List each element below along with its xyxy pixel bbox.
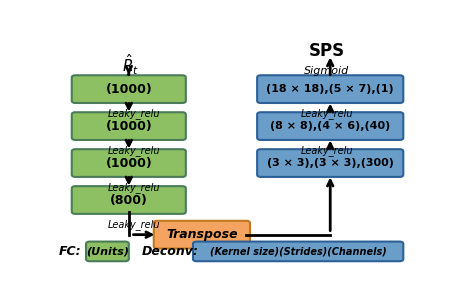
Text: FC:: FC: xyxy=(59,245,81,258)
Text: (8 × 8),(4 × 6),(40): (8 × 8),(4 × 6),(40) xyxy=(269,121,390,131)
Text: (3 × 3),(3 × 3),(300): (3 × 3),(3 × 3),(300) xyxy=(266,158,393,168)
Text: (Kernel size)(Strides)(Channels): (Kernel size)(Strides)(Channels) xyxy=(209,246,386,256)
FancyBboxPatch shape xyxy=(86,242,129,261)
Text: Deconv:: Deconv: xyxy=(141,245,198,258)
Text: Leaky_relu: Leaky_relu xyxy=(300,145,352,156)
FancyBboxPatch shape xyxy=(72,149,185,177)
FancyBboxPatch shape xyxy=(257,75,403,103)
Text: (1000): (1000) xyxy=(105,157,152,169)
FancyBboxPatch shape xyxy=(257,149,403,177)
Text: SPS: SPS xyxy=(308,42,344,60)
FancyBboxPatch shape xyxy=(72,75,185,103)
Text: (1000): (1000) xyxy=(105,120,152,133)
Text: Transpose: Transpose xyxy=(166,228,237,241)
Text: $\hat{R}_t$: $\hat{R}_t$ xyxy=(122,52,139,77)
Text: (800): (800) xyxy=(110,194,147,206)
Text: (18 × 18),(5 × 7),(1): (18 × 18),(5 × 7),(1) xyxy=(266,84,393,94)
FancyBboxPatch shape xyxy=(72,186,185,214)
FancyBboxPatch shape xyxy=(193,242,403,261)
Text: Leaky_relu: Leaky_relu xyxy=(108,145,160,156)
Text: Leaky_relu: Leaky_relu xyxy=(108,182,160,193)
FancyBboxPatch shape xyxy=(72,112,185,140)
Text: (1000): (1000) xyxy=(105,82,152,96)
Text: Leaky_relu: Leaky_relu xyxy=(108,219,160,230)
FancyBboxPatch shape xyxy=(153,221,250,248)
Text: Leaky_relu: Leaky_relu xyxy=(108,108,160,119)
Text: Leaky_relu: Leaky_relu xyxy=(300,108,352,119)
FancyBboxPatch shape xyxy=(257,112,403,140)
Text: (Units): (Units) xyxy=(86,246,129,256)
Text: Sigmoid: Sigmoid xyxy=(303,66,348,76)
